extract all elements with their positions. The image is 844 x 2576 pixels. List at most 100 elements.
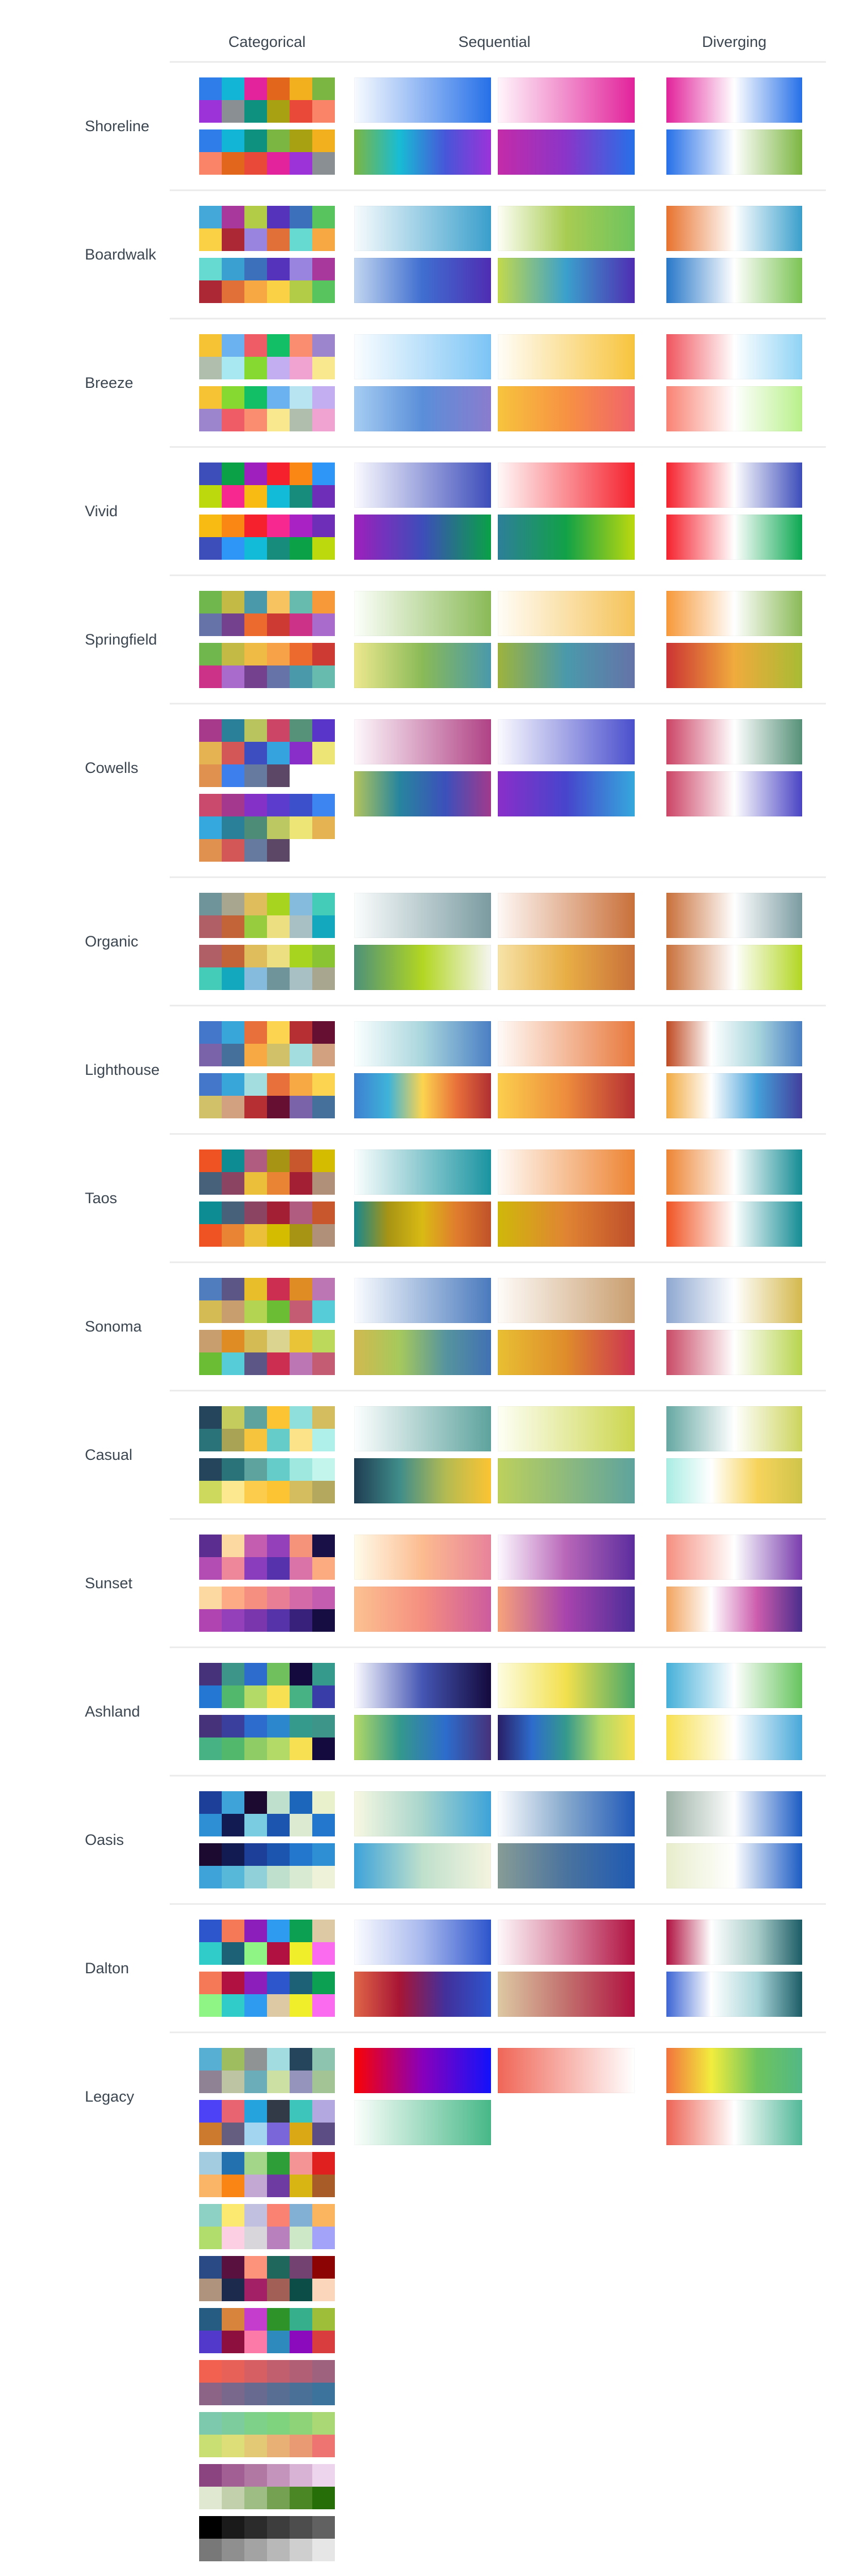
sequential-gradient[interactable] bbox=[498, 2048, 635, 2093]
sequential-gradient[interactable] bbox=[498, 771, 635, 816]
categorical-palette[interactable] bbox=[199, 945, 335, 990]
sequential-gradient[interactable] bbox=[498, 334, 635, 379]
diverging-gradient[interactable] bbox=[666, 1663, 802, 1708]
categorical-palette[interactable] bbox=[199, 129, 335, 175]
sequential-gradient[interactable] bbox=[354, 1535, 491, 1580]
sequential-gradient[interactable] bbox=[354, 1406, 491, 1451]
categorical-palette[interactable] bbox=[199, 334, 335, 379]
diverging-gradient[interactable] bbox=[666, 1715, 802, 1760]
sequential-gradient[interactable] bbox=[354, 1920, 491, 1965]
sequential-gradient[interactable] bbox=[498, 893, 635, 938]
categorical-palette[interactable] bbox=[199, 2308, 335, 2353]
diverging-gradient[interactable] bbox=[666, 1972, 802, 2017]
sequential-gradient[interactable] bbox=[354, 463, 491, 508]
sequential-gradient[interactable] bbox=[498, 258, 635, 303]
sequential-gradient[interactable] bbox=[498, 719, 635, 764]
categorical-palette[interactable] bbox=[199, 1587, 335, 1632]
sequential-gradient[interactable] bbox=[498, 1663, 635, 1708]
sequential-gradient[interactable] bbox=[498, 386, 635, 431]
sequential-gradient[interactable] bbox=[354, 1791, 491, 1836]
diverging-gradient[interactable] bbox=[666, 591, 802, 636]
sequential-gradient[interactable] bbox=[498, 1149, 635, 1195]
sequential-gradient[interactable] bbox=[498, 77, 635, 123]
categorical-palette[interactable] bbox=[199, 1201, 335, 1247]
diverging-gradient[interactable] bbox=[666, 2100, 802, 2145]
sequential-gradient[interactable] bbox=[498, 1920, 635, 1965]
sequential-gradient[interactable] bbox=[498, 643, 635, 688]
diverging-gradient[interactable] bbox=[666, 77, 802, 123]
diverging-gradient[interactable] bbox=[666, 2048, 802, 2093]
categorical-palette[interactable] bbox=[199, 1715, 335, 1760]
sequential-gradient[interactable] bbox=[354, 1715, 491, 1760]
sequential-gradient[interactable] bbox=[354, 591, 491, 636]
sequential-gradient[interactable] bbox=[498, 1972, 635, 2017]
diverging-gradient[interactable] bbox=[666, 1535, 802, 1580]
categorical-palette[interactable] bbox=[199, 2100, 335, 2145]
diverging-gradient[interactable] bbox=[666, 129, 802, 175]
sequential-gradient[interactable] bbox=[498, 945, 635, 990]
categorical-palette[interactable] bbox=[199, 1458, 335, 1503]
categorical-palette[interactable] bbox=[199, 515, 335, 560]
sequential-gradient[interactable] bbox=[498, 1843, 635, 1888]
sequential-gradient[interactable] bbox=[354, 2100, 491, 2145]
diverging-gradient[interactable] bbox=[666, 1458, 802, 1503]
sequential-gradient[interactable] bbox=[498, 1073, 635, 1118]
categorical-palette[interactable] bbox=[199, 1406, 335, 1451]
sequential-gradient[interactable] bbox=[354, 2048, 491, 2093]
categorical-palette[interactable] bbox=[199, 2048, 335, 2093]
sequential-gradient[interactable] bbox=[354, 945, 491, 990]
categorical-palette[interactable] bbox=[199, 1073, 335, 1118]
diverging-gradient[interactable] bbox=[666, 893, 802, 938]
sequential-gradient[interactable] bbox=[354, 1149, 491, 1195]
sequential-gradient[interactable] bbox=[354, 1972, 491, 2017]
diverging-gradient[interactable] bbox=[666, 1073, 802, 1118]
sequential-gradient[interactable] bbox=[354, 771, 491, 816]
sequential-gradient[interactable] bbox=[498, 1535, 635, 1580]
categorical-palette[interactable] bbox=[199, 2360, 335, 2405]
categorical-palette[interactable] bbox=[199, 2204, 335, 2249]
diverging-gradient[interactable] bbox=[666, 386, 802, 431]
sequential-gradient[interactable] bbox=[498, 463, 635, 508]
categorical-palette[interactable] bbox=[199, 794, 335, 862]
categorical-palette[interactable] bbox=[199, 2464, 335, 2509]
diverging-gradient[interactable] bbox=[666, 1587, 802, 1632]
diverging-gradient[interactable] bbox=[666, 1406, 802, 1451]
categorical-palette[interactable] bbox=[199, 206, 335, 251]
diverging-gradient[interactable] bbox=[666, 1278, 802, 1323]
categorical-palette[interactable] bbox=[199, 2152, 335, 2197]
sequential-gradient[interactable] bbox=[498, 1458, 635, 1503]
sequential-gradient[interactable] bbox=[498, 1330, 635, 1375]
categorical-palette[interactable] bbox=[199, 1791, 335, 1836]
sequential-gradient[interactable] bbox=[354, 77, 491, 123]
sequential-gradient[interactable] bbox=[498, 1406, 635, 1451]
sequential-gradient[interactable] bbox=[498, 1791, 635, 1836]
categorical-palette[interactable] bbox=[199, 1021, 335, 1066]
categorical-palette[interactable] bbox=[199, 2516, 335, 2561]
diverging-gradient[interactable] bbox=[666, 334, 802, 379]
sequential-gradient[interactable] bbox=[354, 1843, 491, 1888]
sequential-gradient[interactable] bbox=[498, 1201, 635, 1247]
categorical-palette[interactable] bbox=[199, 77, 335, 123]
diverging-gradient[interactable] bbox=[666, 206, 802, 251]
sequential-gradient[interactable] bbox=[354, 893, 491, 938]
categorical-palette[interactable] bbox=[199, 643, 335, 688]
sequential-gradient[interactable] bbox=[354, 386, 491, 431]
categorical-palette[interactable] bbox=[199, 2256, 335, 2301]
sequential-gradient[interactable] bbox=[498, 206, 635, 251]
diverging-gradient[interactable] bbox=[666, 719, 802, 764]
categorical-palette[interactable] bbox=[199, 719, 335, 787]
categorical-palette[interactable] bbox=[199, 591, 335, 636]
diverging-gradient[interactable] bbox=[666, 771, 802, 816]
categorical-palette[interactable] bbox=[199, 1535, 335, 1580]
diverging-gradient[interactable] bbox=[666, 643, 802, 688]
categorical-palette[interactable] bbox=[199, 1278, 335, 1323]
categorical-palette[interactable] bbox=[199, 1149, 335, 1195]
sequential-gradient[interactable] bbox=[354, 1458, 491, 1503]
sequential-gradient[interactable] bbox=[354, 643, 491, 688]
categorical-palette[interactable] bbox=[199, 463, 335, 508]
sequential-gradient[interactable] bbox=[354, 206, 491, 251]
sequential-gradient[interactable] bbox=[354, 1330, 491, 1375]
diverging-gradient[interactable] bbox=[666, 1149, 802, 1195]
sequential-gradient[interactable] bbox=[354, 1073, 491, 1118]
categorical-palette[interactable] bbox=[199, 386, 335, 431]
